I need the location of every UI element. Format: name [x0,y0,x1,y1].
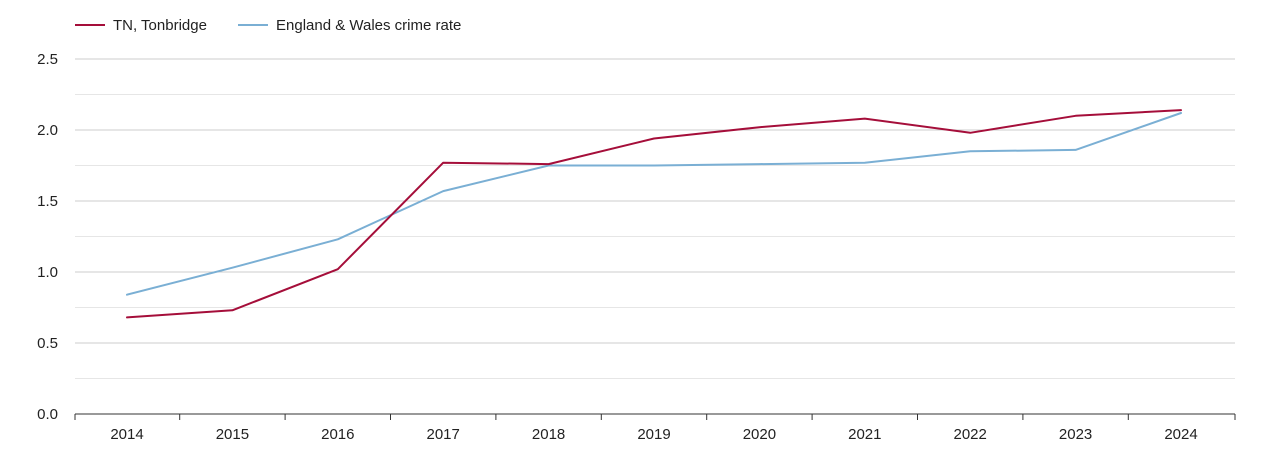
x-tick-label: 2019 [637,426,670,443]
y-tick-label: 1.5 [37,193,58,210]
y-tick-label: 1.0 [37,264,58,281]
data-point-england-wales[interactable] [965,146,975,156]
data-point-tonbridge[interactable] [860,114,870,124]
legend-label-england-wales: England & Wales crime rate [276,17,461,34]
data-point-england-wales[interactable] [754,159,764,169]
series-line-england-wales [126,112,1182,296]
x-tick-label: 2017 [427,426,460,443]
y-tick-label: 2.0 [37,122,58,139]
x-tick-label: 2022 [954,426,987,443]
y-tick-label: 0.5 [37,335,58,352]
legend-item-tonbridge[interactable]: TN, Tonbridge [75,17,207,34]
data-point-tonbridge[interactable] [1176,105,1186,115]
grid-lines [75,58,1235,379]
x-tick-label: 2014 [110,426,143,443]
series-line-tonbridge [126,109,1182,319]
x-tick-label: 2021 [848,426,881,443]
data-point-tonbridge[interactable] [438,158,448,168]
data-point-england-wales[interactable] [649,161,659,171]
data-point-tonbridge[interactable] [122,312,132,322]
data-point-england-wales[interactable] [1071,145,1081,155]
x-tick-label: 2018 [532,426,565,443]
chart-legend: TN, Tonbridge England & Wales crime rate [75,17,461,34]
data-point-tonbridge[interactable] [754,122,764,132]
x-tick-label: 2020 [743,426,776,443]
data-point-england-wales[interactable] [227,263,237,273]
x-axis: 2014 2015 2016 2017 2018 2019 2020 2021 2022 2023… [74,413,1236,443]
y-axis: 0.0 0.5 1.0 1.5 2.0 2.5 [37,51,58,423]
y-tick-label: 2.5 [37,51,58,68]
legend-label-tonbridge: TN, Tonbridge [113,17,207,34]
x-tick-label: 2024 [1164,426,1197,443]
x-tick-label: 2023 [1059,426,1092,443]
data-point-tonbridge[interactable] [333,264,343,274]
y-tick-label: 0.0 [37,406,58,423]
data-point-tonbridge[interactable] [227,305,237,315]
data-point-tonbridge[interactable] [965,128,975,138]
data-point-tonbridge[interactable] [544,159,554,169]
series-layer [122,105,1186,322]
data-point-england-wales[interactable] [860,158,870,168]
data-point-england-wales[interactable] [122,290,132,300]
data-point-tonbridge[interactable] [1071,111,1081,121]
x-tick-label: 2015 [216,426,249,443]
data-point-england-wales[interactable] [333,234,343,244]
data-point-tonbridge[interactable] [649,134,659,144]
data-point-england-wales[interactable] [438,186,448,196]
legend-item-england-wales[interactable]: England & Wales crime rate [238,17,461,34]
x-tick-label: 2016 [321,426,354,443]
